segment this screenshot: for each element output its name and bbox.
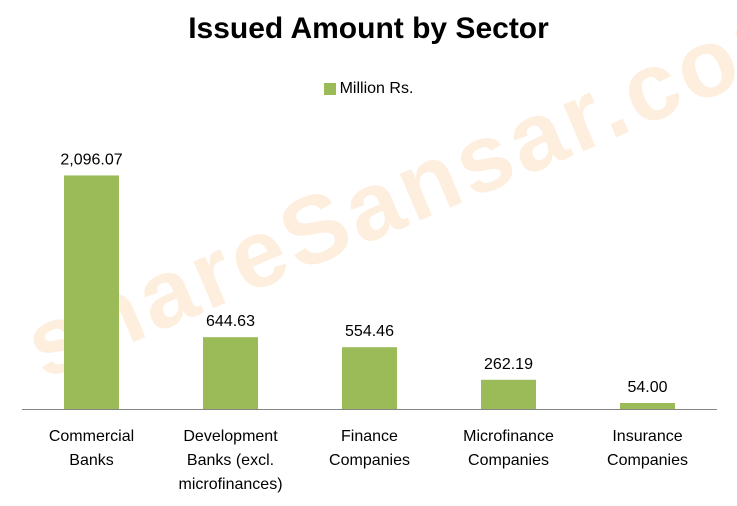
category-label-1: Development Banks (excl. microfinances) — [178, 428, 282, 493]
bar-1 — [203, 337, 258, 409]
bar-0 — [64, 175, 119, 409]
legend: Million Rs. — [0, 80, 737, 98]
data-label-1: 644.63 — [206, 313, 255, 330]
legend-swatch — [323, 83, 336, 95]
category-label-2: Finance Companies — [329, 428, 410, 469]
data-label-4: 54.00 — [627, 379, 667, 396]
category-label-0: Commercial Banks — [49, 428, 134, 469]
bar-3 — [481, 379, 536, 409]
data-label-0: 2,096.07 — [60, 151, 122, 168]
category-label-3: Microfinance Companies — [463, 428, 554, 469]
legend-label: Million Rs. — [339, 80, 414, 97]
category-label-4: Insurance Companies — [607, 428, 688, 469]
chart-title: Issued Amount by Sector — [188, 12, 549, 45]
data-label-2: 554.46 — [345, 323, 394, 340]
data-label-3: 262.19 — [484, 356, 533, 373]
bar-2 — [342, 347, 397, 409]
bar-4 — [620, 402, 675, 409]
